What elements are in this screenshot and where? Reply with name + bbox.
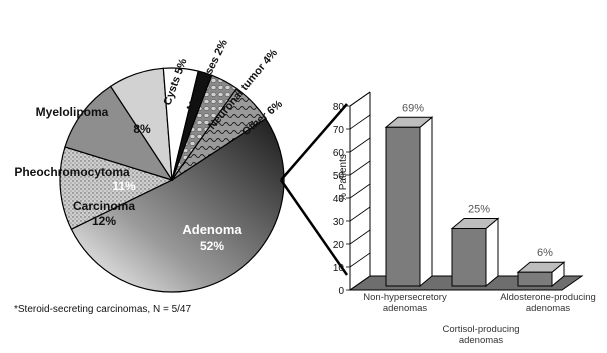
x-category-label: adenomas <box>526 303 571 314</box>
y-tick-label: 40 <box>333 194 345 205</box>
y-tick-label: 80 <box>333 102 345 113</box>
bar-front <box>451 228 487 287</box>
bar-value-label: 6% <box>537 247 553 259</box>
bar-1 <box>384 116 434 288</box>
slice-label-carcinoma: Carcinoma <box>73 199 135 213</box>
pie-footnote: *Steroid-secreting carcinomas, N = 5/47 <box>14 304 191 315</box>
bar-category-labels: Non-hypersecretoryadenomasCortisol-produ… <box>363 292 596 346</box>
x-category-label: Non-hypersecretory <box>363 292 447 303</box>
connector-line-top <box>280 103 348 181</box>
y-grid-line <box>349 137 371 153</box>
y-tick-label: 20 <box>333 240 345 251</box>
y-grid-line <box>349 183 371 199</box>
bar-front <box>517 271 553 287</box>
y-tick-label: 60 <box>333 148 345 159</box>
bar-value-label: 69% <box>402 102 424 114</box>
pie-slice-pheochromocytoma <box>64 85 174 182</box>
x-category-label: Cortisol-producing <box>442 324 519 335</box>
bar-chart-bars <box>384 116 566 288</box>
y-grid-line <box>349 114 371 130</box>
pie-slice-adenoma <box>70 117 285 293</box>
bar-chart-ticks: 0 10 20 30 40 50 60 70 80 <box>333 102 350 297</box>
bar-value-label: 25% <box>468 204 490 216</box>
x-category-label: Aldosterone-producing <box>500 292 596 303</box>
y-grid-line <box>349 252 371 268</box>
slice-value-pheochromocytoma: 11% <box>112 179 136 193</box>
slice-value-adenoma: 52% <box>200 239 224 253</box>
y-tick-label: 30 <box>333 217 345 228</box>
slice-label-adenoma: Adenoma <box>182 222 242 237</box>
bar-side <box>419 116 433 288</box>
x-category-label: adenomas <box>459 335 504 346</box>
slice-value-carcinoma: 12% <box>92 214 116 228</box>
y-grid-line <box>349 275 371 291</box>
x-category-label: adenomas <box>383 303 428 314</box>
y-grid-line <box>349 160 371 176</box>
y-grid-line <box>349 206 371 222</box>
pie-chart <box>59 67 285 293</box>
y-tick-label: 70 <box>333 125 345 136</box>
y-tick-label: 50 <box>333 171 345 182</box>
bar-value-labels: 69% 25% 6% <box>402 102 553 259</box>
y-tick-label: 10 <box>333 263 345 274</box>
slice-value-myelolipoma: 8% <box>133 122 151 136</box>
y-grid-line <box>349 229 371 245</box>
bar-ylabel: % Patients <box>338 154 349 202</box>
bar-2 <box>450 217 500 288</box>
bar-front <box>385 126 421 287</box>
slice-label-myelolipoma: Myelolipoma <box>36 105 109 119</box>
y-tick-label: 0 <box>338 286 344 297</box>
slice-label-pheochromocytoma: Pheochromocytoma <box>14 165 130 179</box>
connector-line-bottom <box>279 179 349 276</box>
y-grid-line <box>349 91 371 107</box>
bar-side <box>485 217 499 288</box>
pie-slice-other <box>171 87 267 181</box>
pie-slice-carcinoma <box>59 146 174 230</box>
bar-3 <box>516 261 566 288</box>
